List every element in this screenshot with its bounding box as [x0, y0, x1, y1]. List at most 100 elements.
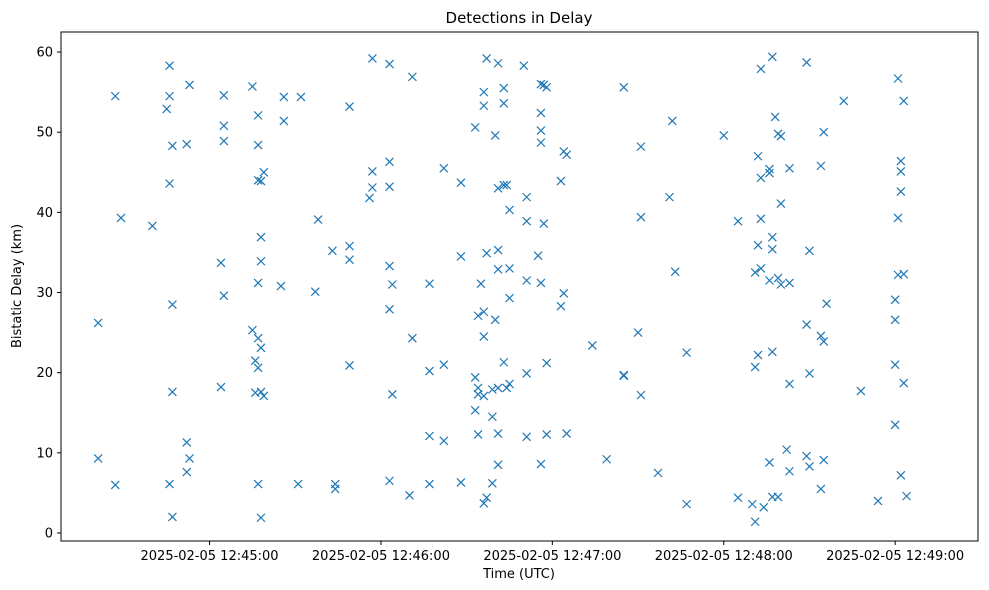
data-point: [785, 379, 794, 389]
data-point: [93, 318, 103, 328]
data-point: [493, 264, 503, 274]
data-point: [439, 360, 449, 370]
data-point: [425, 366, 434, 376]
data-point: [805, 369, 814, 378]
data-point: [753, 240, 763, 250]
data-point: [182, 467, 192, 477]
data-point: [367, 54, 377, 63]
data-point: [256, 513, 266, 523]
data-point: [562, 150, 572, 160]
data-point: [502, 383, 512, 393]
data-point: [536, 79, 546, 89]
data-point: [619, 371, 629, 381]
data-point: [522, 432, 532, 442]
data-point: [479, 332, 489, 342]
data-point: [256, 343, 266, 353]
data-point: [493, 183, 503, 193]
data-point: [479, 391, 489, 401]
data-point: [767, 244, 777, 254]
data-point: [522, 192, 532, 202]
x-tick-label: 2025-02-05 12:47:00: [483, 549, 621, 564]
data-point: [345, 102, 354, 111]
x-tick-label: 2025-02-05 12:49:00: [826, 549, 964, 564]
x-axis-ticks: 2025-02-05 12:45:00 2025-02-05 12:46:00 20…: [141, 541, 964, 564]
data-point: [499, 357, 509, 367]
y-tick-label: 60: [36, 46, 53, 61]
data-point: [756, 264, 766, 273]
data-point: [505, 205, 514, 215]
data-point: [782, 445, 792, 455]
data-point: [505, 293, 514, 303]
data-point: [893, 74, 903, 83]
data-point: [387, 389, 397, 399]
data-point: [499, 180, 509, 190]
data-point: [470, 122, 480, 132]
data-point: [819, 455, 829, 465]
data-point: [493, 429, 503, 439]
data-point: [110, 91, 120, 101]
data-point: [216, 382, 226, 392]
data-point: [890, 420, 900, 430]
data-point: [487, 478, 497, 488]
data-point: [110, 480, 120, 490]
data-point: [456, 178, 466, 188]
y-tick-label: 40: [36, 206, 53, 221]
data-point: [259, 391, 269, 401]
y-axis-label: Bistatic Delay (km): [10, 224, 25, 348]
data-point: [487, 412, 497, 422]
data-point: [182, 139, 192, 149]
data-point: [776, 131, 786, 141]
data-point: [405, 490, 414, 500]
data-point: [490, 315, 500, 325]
data-point: [765, 458, 774, 467]
data-point: [890, 295, 900, 305]
data-point: [493, 383, 503, 393]
data-point: [542, 358, 552, 368]
data-point: [167, 300, 177, 309]
data-point: [536, 108, 546, 118]
data-point: [536, 138, 546, 148]
data-point: [619, 82, 629, 92]
data-point: [653, 468, 663, 478]
data-point: [385, 476, 394, 486]
data-point: [636, 390, 646, 400]
data-point: [367, 167, 377, 176]
data-point: [899, 96, 909, 106]
data-point: [407, 72, 417, 82]
data-point: [279, 92, 289, 102]
data-point: [767, 52, 777, 62]
data-point: [773, 492, 783, 502]
data-point: [533, 251, 543, 261]
data-point: [219, 90, 229, 100]
data-point: [802, 451, 812, 461]
data-point: [470, 405, 480, 415]
data-point: [733, 216, 743, 226]
y-tick-label: 0: [45, 526, 53, 541]
data-point: [167, 387, 177, 397]
data-point: [785, 163, 794, 173]
data-point: [505, 264, 514, 273]
data-point: [385, 261, 394, 271]
data-point: [890, 360, 900, 370]
data-point: [505, 379, 514, 389]
data-point: [456, 252, 466, 261]
data-point: [536, 278, 546, 288]
chart-title: Detections in Delay: [446, 9, 593, 27]
data-point: [473, 311, 483, 321]
data-point: [185, 80, 194, 90]
data-point: [499, 83, 509, 93]
data-point: [773, 273, 783, 283]
data-point: [893, 213, 903, 223]
data-point: [219, 121, 229, 131]
data-point: [439, 436, 449, 446]
data-point: [562, 429, 572, 439]
data-point: [407, 333, 417, 343]
data-point: [902, 491, 912, 501]
data-point: [345, 241, 354, 251]
data-point: [816, 331, 826, 341]
data-point: [167, 512, 177, 522]
data-point: [490, 130, 500, 140]
data-point: [247, 325, 257, 335]
data-point: [770, 112, 780, 122]
